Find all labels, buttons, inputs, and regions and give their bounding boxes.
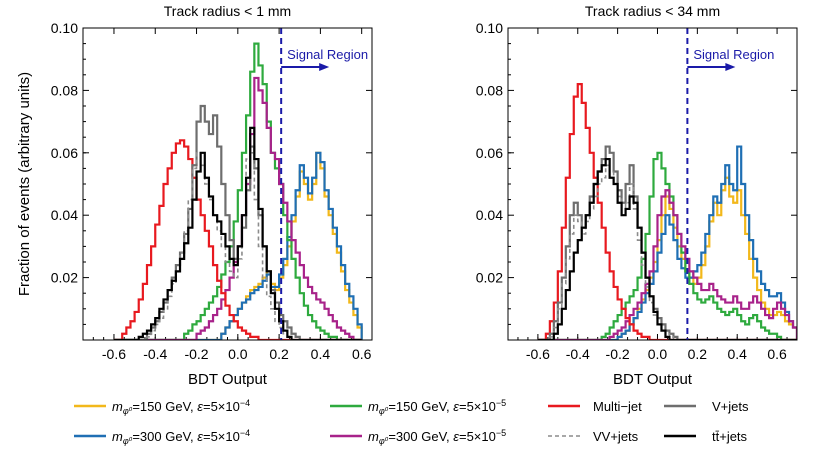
x-tick-label: 0.2	[269, 346, 289, 362]
left-panel: Track radius < 1 mm 0.02 0.04 0.06 0.08 0.10 -…	[16, 3, 373, 388]
y-tick-label: 0.06	[51, 145, 78, 161]
panel-title: Track radius < 34 mm	[585, 3, 720, 19]
y-tick-label: 0.08	[51, 82, 78, 98]
x-axis-title: BDT Output	[188, 371, 268, 388]
y-axis-title: Fraction of events (arbitrary units)	[16, 72, 33, 296]
y-tick-label: 0.02	[51, 270, 78, 286]
y-tick-label: 0.04	[51, 207, 78, 223]
x-tick-label: 0.6	[767, 346, 787, 362]
series-line-vvjets	[113, 152, 362, 340]
signal-region-label: Signal Region	[287, 47, 368, 62]
legend-label-ttbar: tt̄+jets	[712, 429, 748, 444]
series-line-s300e5	[113, 76, 362, 340]
x-tick-label: 0.6	[352, 346, 372, 362]
plot-frame	[82, 27, 373, 341]
series-line-s150e5	[113, 42, 362, 340]
series-line-s300e5	[537, 189, 797, 340]
y-tick-label: 0.10	[476, 20, 503, 36]
legend-label-s150e5: mφ⁰=150 GeV, ε=5×10−5	[368, 398, 506, 416]
legend-label-s300e5: mφ⁰=300 GeV, ε=5×10−5	[368, 428, 506, 446]
series-line-vvjets	[537, 164, 797, 340]
series-line-ttbar	[113, 126, 362, 340]
y-tick-label: 0.10	[51, 20, 78, 36]
y-tick-label: 0.08	[476, 82, 503, 98]
y-tick-label: 0.06	[476, 145, 503, 161]
x-tick-label: 0.2	[688, 346, 708, 362]
legend-label-vjets: V+jets	[712, 399, 749, 414]
series-line-ttbar	[537, 157, 797, 340]
x-tick-label: 0.4	[311, 346, 331, 362]
plot-frame	[507, 27, 798, 341]
x-tick-label: -0.6	[102, 346, 126, 362]
right-panel: Track radius < 34 mm 0.02 0.04 0.06 0.08 0.10…	[476, 3, 798, 388]
series-group	[537, 83, 797, 340]
series-group	[113, 42, 363, 340]
x-axis-title: BDT Output	[613, 371, 693, 388]
x-tick-label: 0.4	[727, 346, 747, 362]
series-line-multijet	[537, 83, 797, 340]
x-tick-label: -0.2	[184, 346, 208, 362]
legend-label-s150e4: mφ⁰=150 GeV, ε=5×10−4	[112, 398, 250, 416]
y-tick-label: 0.04	[476, 207, 503, 223]
arrow-head-icon	[725, 63, 736, 71]
y-tick-label: 0.02	[476, 270, 503, 286]
legend-label-multijet: Multi−jet	[593, 399, 642, 414]
x-tick-label: 0.0	[648, 346, 668, 362]
legend-label-vvjets: VV+jets	[593, 429, 639, 444]
legend: mφ⁰=150 GeV, ε=5×10−4 mφ⁰=150 GeV, ε=5×10…	[74, 398, 749, 446]
series-line-s150e4	[113, 151, 363, 340]
panel-title: Track radius < 1 mm	[164, 3, 291, 19]
x-tick-label: -0.2	[606, 346, 630, 362]
x-tick-label: -0.4	[566, 346, 590, 362]
signal-region-label: Signal Region	[693, 47, 774, 62]
series-line-s300e4	[113, 151, 363, 340]
arrow-head-icon	[319, 63, 330, 71]
x-tick-label: -0.6	[526, 346, 550, 362]
series-line-multijet	[113, 139, 362, 340]
x-tick-label: 0.0	[228, 346, 248, 362]
legend-label-s300e4: mφ⁰=300 GeV, ε=5×10−4	[112, 428, 250, 446]
x-tick-label: -0.4	[143, 346, 167, 362]
series-line-s300e4	[537, 145, 797, 340]
